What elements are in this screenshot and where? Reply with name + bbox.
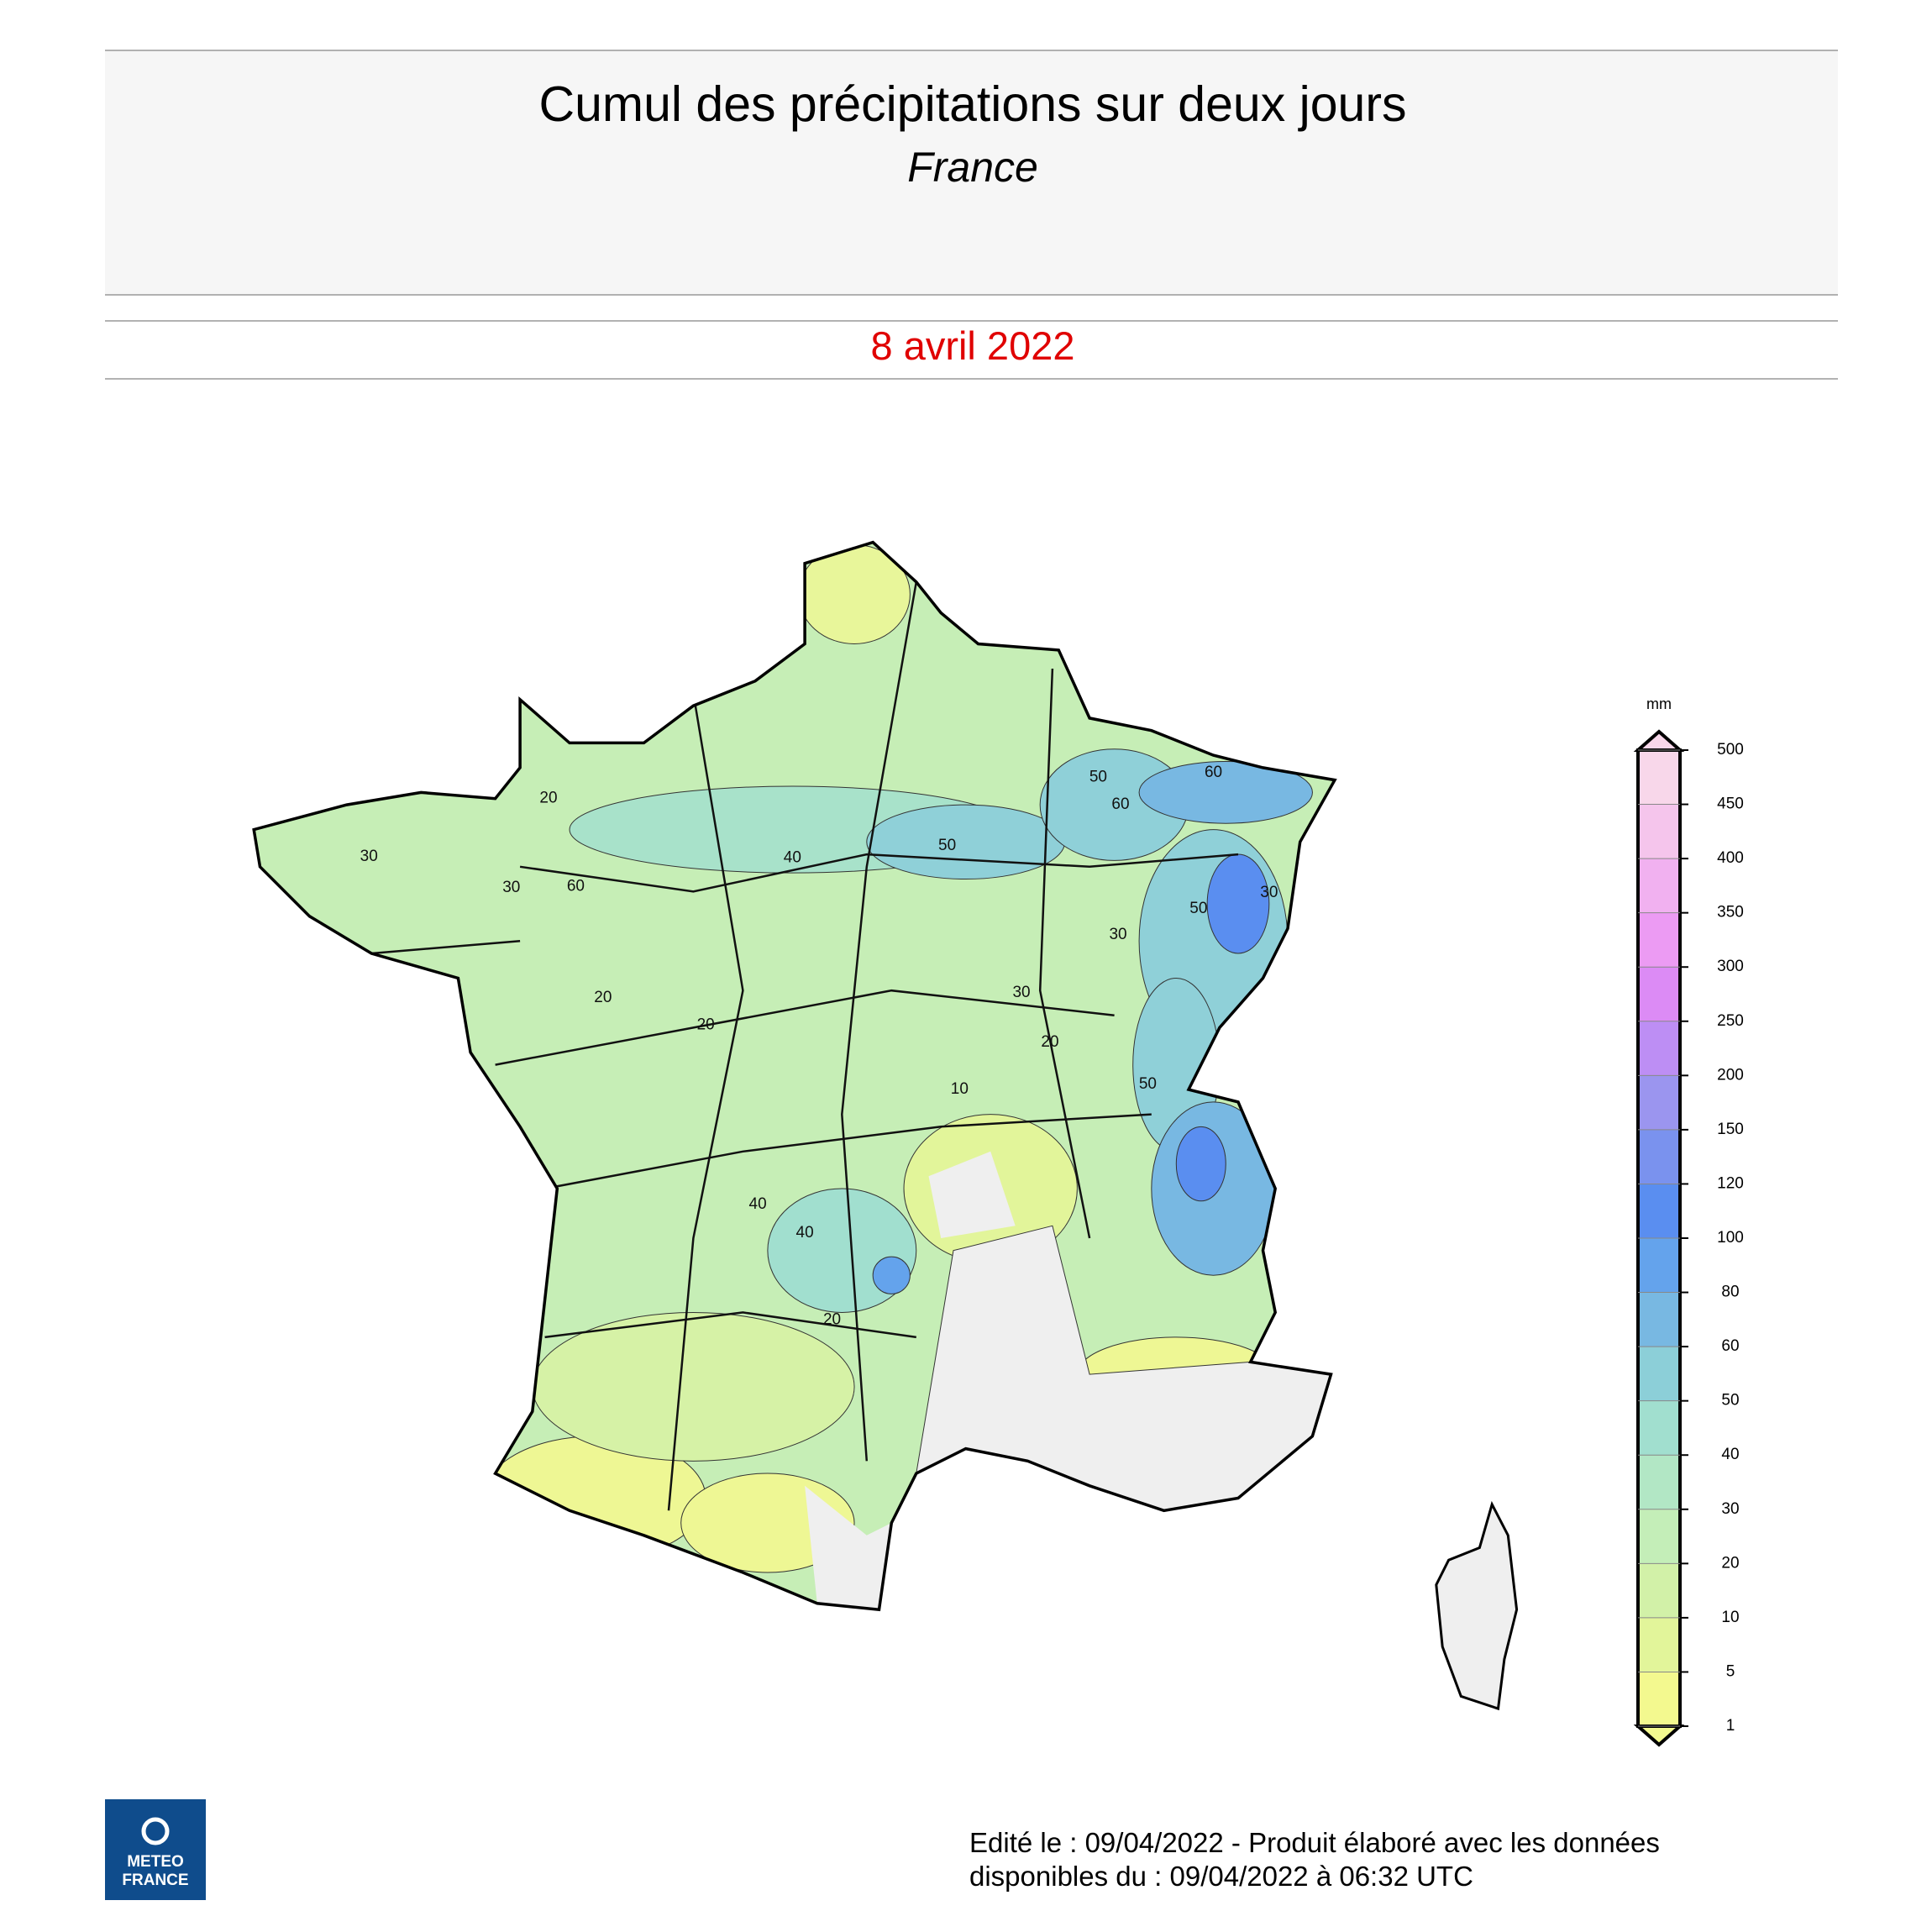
footer-text: disponibles du : 09/04/2022 à 06:32 UTC [969,1861,1473,1892]
department-border [1038,668,1091,1239]
contour-label: 50 [1139,1075,1157,1093]
contour-label: 40 [749,1195,767,1213]
legend-bin [1638,1509,1680,1564]
legend-bin [1638,1184,1680,1238]
contour-label: 30 [502,879,520,896]
contour-label: 60 [1205,764,1222,781]
legend-bin [1638,912,1680,968]
contour-label: 60 [567,877,585,895]
department-border [371,939,521,955]
legend-tick-label: 100 [1717,1229,1744,1247]
corsica [1435,1500,1519,1711]
contour-label: 30 [1260,884,1278,901]
legend-tick-label: 250 [1717,1012,1744,1030]
country-border [252,540,1337,1612]
legend-bin [1638,1129,1680,1184]
contour-label: 10 [951,1080,969,1098]
precip-zone [1206,853,1270,954]
precip-zone [866,804,1066,880]
department-border [519,853,1239,893]
legend-tick-label: 350 [1717,904,1744,921]
precip-zone [1175,1126,1226,1202]
legend-tick-label: 40 [1721,1446,1739,1463]
legend-unit: mm [1646,696,1672,712]
legend-bin [1638,1455,1680,1509]
no-data [805,1485,892,1610]
legend-arrow [1633,1725,1685,1747]
legend-bin [1638,1563,1680,1618]
legend-bin [1638,1347,1680,1401]
contour-label: 20 [823,1310,841,1328]
title: Cumul des précipitations sur deux jours [539,76,1407,132]
precip-zone [1138,761,1313,824]
department-border [544,1113,1152,1190]
precip-zone [532,1311,855,1462]
legend-tick-label: 450 [1717,795,1744,813]
header-box [105,50,1838,295]
department-border [495,989,1115,1066]
logo-text: METEO [127,1853,184,1871]
legend-tick-label: 50 [1721,1392,1739,1410]
legend-bin [1638,967,1680,1021]
legend-bin [1638,1075,1680,1130]
legend-tick-label: 500 [1717,741,1744,759]
legend-bin [1638,1238,1680,1293]
legend-tick-label: 150 [1717,1121,1744,1138]
subtitle: France [907,144,1038,191]
no-data [928,1151,1016,1238]
contour-label: 30 [360,848,378,865]
legend-tick-label: 5 [1726,1662,1735,1680]
legend-bin [1638,1021,1680,1076]
contour-label: 20 [697,1016,715,1033]
legend-tick-label: 120 [1717,1174,1744,1192]
contour-label: 20 [539,790,557,807]
legend-bin [1638,1292,1680,1347]
legend-tick-label: 1 [1726,1717,1735,1735]
contour-label: 30 [1109,926,1126,943]
legend: mm 1 5 10 20 30 40 50 60 80 100 120 150 200 250 300 350 4… [1633,696,1744,1747]
contour-label: 50 [938,837,956,854]
legend-bin [1638,1617,1680,1672]
contour-label: 50 [1089,769,1107,786]
contour-label: 40 [796,1224,814,1242]
footer-text: Edité le : 09/04/2022 - Produit élaboré … [969,1827,1660,1858]
legend-tick-label: 80 [1721,1284,1739,1301]
legend-bin [1638,1400,1680,1456]
department-border [667,693,744,1511]
legend-tick-label: 400 [1717,849,1744,867]
legend-tick-label: 60 [1721,1337,1739,1355]
department-border [841,581,918,1462]
contour-label: 40 [784,848,801,866]
legend-bin [1638,1672,1680,1726]
contour-label: 20 [1041,1033,1058,1051]
precip-zone [872,1256,911,1294]
legend-tick-label: 200 [1717,1066,1744,1084]
legend-bin [1638,750,1680,805]
legend-tick-label: 10 [1721,1609,1739,1626]
legend-tick-label: 300 [1717,958,1744,975]
logo [105,1799,206,1900]
logo-icon [141,1817,170,1845]
map-fill [254,542,1336,1610]
legend-tick-label: 20 [1721,1554,1739,1572]
legend-tick-label: 30 [1721,1500,1739,1518]
date: 8 avril 2022 [871,323,1075,368]
contour-label: 30 [1012,984,1030,1001]
legend-arrow [1633,729,1685,752]
department-border [544,1311,916,1339]
contour-label: 60 [1111,795,1129,813]
legend-bin [1638,858,1680,913]
contour-label: 50 [1189,900,1207,917]
logo-text: FRANCE [122,1872,188,1889]
legend-bin [1638,804,1680,859]
contour-label: 20 [594,989,612,1006]
